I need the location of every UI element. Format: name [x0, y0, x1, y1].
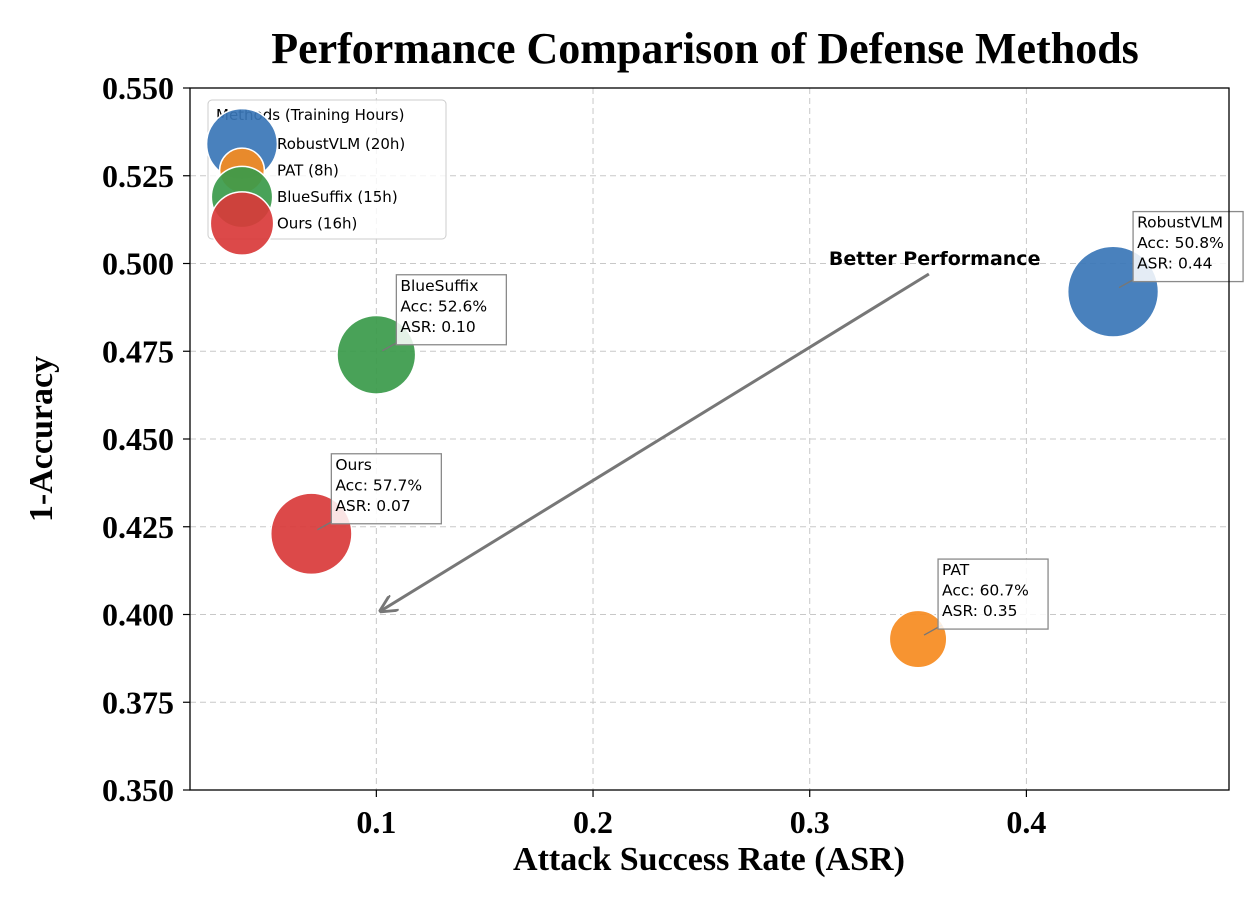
chart-title: Performance Comparison of Defense Method… — [271, 24, 1139, 73]
legend-label: PAT (8h) — [277, 162, 339, 180]
annotation-text: Ours — [335, 456, 371, 474]
ticks: 0.1 0.2 0.3 0.4 0.350 0.375 0.400 0.425 0.450 0.4… — [102, 70, 1046, 840]
annotation-box — [937, 558, 1049, 630]
annotation-text: BlueSuffix — [400, 277, 478, 295]
annotation-text: Acc: 60.7% — [942, 582, 1029, 600]
y-tick-label: 0.550 — [102, 70, 174, 106]
legend-label: RobustVLM (20h) — [277, 135, 405, 153]
y-axis-label: 1-Accuracy — [23, 356, 60, 522]
better-performance-arrow — [381, 272, 930, 611]
annotation-text: ASR: 0.44 — [1137, 255, 1212, 273]
y-tick-label: 0.425 — [102, 509, 174, 545]
y-tick-label: 0.525 — [102, 158, 174, 194]
x-tick-label: 0.3 — [790, 804, 830, 840]
x-tick-label: 0.4 — [1006, 804, 1046, 840]
x-axis-label: Attack Success Rate (ASR) — [513, 841, 905, 878]
y-tick-label: 0.475 — [102, 333, 174, 369]
legend: Methods (Training Hours)RobustVLM (20h)P… — [205, 99, 447, 256]
y-tick-label: 0.350 — [102, 772, 174, 808]
annotation-text: RobustVLM — [1137, 214, 1223, 232]
y-tick-label: 0.500 — [102, 246, 174, 282]
y-tick-label: 0.400 — [102, 597, 174, 633]
annotation-text: Acc: 50.8% — [1137, 234, 1224, 252]
annotation-text: Acc: 57.7% — [335, 476, 422, 494]
arrow-layer: Better Performance — [381, 248, 1041, 611]
annotation-text: ASR: 0.10 — [400, 318, 475, 336]
x-tick-label: 0.2 — [573, 804, 613, 840]
annotation-text: PAT — [942, 561, 970, 579]
annotation-text: Acc: 52.6% — [400, 297, 487, 315]
bubble-point — [888, 609, 948, 669]
legend-label: Ours (16h) — [277, 215, 357, 233]
legend-marker — [209, 191, 275, 256]
annotation-box — [330, 453, 442, 525]
annotation-text: ASR: 0.07 — [335, 497, 410, 515]
annotation-box — [395, 274, 507, 346]
x-tick-label: 0.1 — [356, 804, 396, 840]
annotation-box — [1132, 210, 1244, 283]
annotations: RobustVLM Acc: 50.8% ASR: 0.44 PAT Acc: 60.7… — [317, 210, 1244, 636]
y-tick-label: 0.375 — [102, 684, 174, 720]
y-tick-label: 0.450 — [102, 421, 174, 457]
annotation-text: ASR: 0.35 — [942, 602, 1017, 620]
better-performance-label: Better Performance — [829, 248, 1041, 270]
legend-label: BlueSuffix (15h) — [277, 188, 398, 206]
